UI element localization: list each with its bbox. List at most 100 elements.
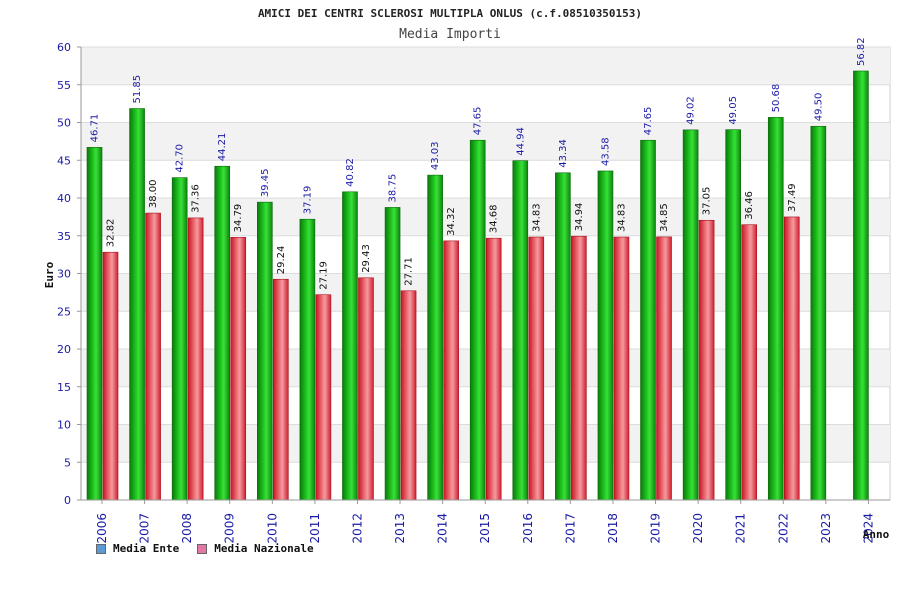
bar-nazionale-2009 [230,237,247,501]
legend-swatch-ente [96,543,106,554]
bar-ente-2009 [214,165,231,501]
legend: Media Ente Media Nazionale [96,542,314,555]
bar-ente-2010 [257,201,273,501]
chart-title: AMICI DEI CENTRI SCLEROSI MULTIPLA ONLUS… [258,7,642,20]
data-label: 37.19 [302,186,313,215]
bar-nazionale-2015 [485,237,502,501]
grid-band [81,47,890,85]
bar-ente-2012 [342,191,358,501]
x-tick-label: 2011 [308,513,322,544]
bar-ente-2011 [299,218,316,501]
bar-ente-2007 [129,108,145,501]
bar-ente-2019 [640,139,656,501]
data-label: 40.82 [345,158,356,187]
data-label: 29.43 [361,244,372,273]
bar-nazionale-2013 [400,290,417,501]
x-axis-label: Anno [863,528,890,541]
x-tick-label: 2014 [436,513,450,544]
data-label: 34.85 [659,203,670,232]
x-tick-label: 2006 [95,513,109,544]
bar-nazionale-2022 [783,216,800,501]
bar-nazionale-2011 [315,294,332,501]
legend-label-ente: Media Ente [113,542,180,555]
y-tick-label: 0 [64,494,71,507]
bar-ente-2022 [767,117,784,501]
x-tick-label: 2010 [265,513,279,544]
bar-ente-2006 [86,147,103,501]
data-label: 43.34 [558,139,569,168]
legend-swatch-nazionale [197,543,208,554]
x-tick-label: 2021 [734,513,748,544]
bar-nazionale-2006 [102,251,119,501]
x-tick-label: 2017 [563,513,577,544]
bar-ente-2016 [512,160,529,501]
bar-ente-2024 [853,70,869,501]
data-label: 44.94 [515,127,526,156]
x-tick-label: 2024 [861,513,875,544]
data-label: 47.65 [473,107,484,136]
data-label: 39.45 [260,169,271,198]
chart-subtitle: Media Importi [399,27,501,42]
bar-nazionale-2021 [741,224,757,501]
bar-ente-2013 [384,207,401,501]
legend-item-ente: Media Ente [96,542,179,555]
data-label: 43.58 [600,137,611,166]
data-label: 38.00 [148,179,159,208]
data-label: 36.46 [744,191,755,220]
x-tick-label: 2020 [691,513,705,544]
y-tick-label: 15 [57,381,71,394]
data-label: 37.49 [787,183,798,212]
legend-item-nazionale: Media Nazionale [197,542,314,555]
data-label: 37.36 [191,184,202,213]
x-tick-label: 2008 [180,513,194,544]
y-tick-label: 35 [57,230,71,243]
data-label: 34.83 [616,203,627,232]
bar-ente-2014 [427,174,443,501]
bar-ente-2017 [555,172,571,501]
y-axis-label: Euro [43,261,56,288]
bar-nazionale-2016 [528,236,545,501]
y-tick-label: 25 [57,305,71,318]
bar-nazionale-2019 [656,236,672,501]
y-tick-label: 10 [57,419,71,432]
bar-nazionale-2007 [145,212,161,501]
bar-ente-2008 [171,177,188,501]
data-label: 51.85 [132,75,143,104]
data-label: 34.83 [531,203,542,232]
y-axis: 0 5 10 15 20 25 30 35 40 45 50 55 60 [57,41,82,507]
y-tick-label: 60 [57,41,71,54]
data-label: 49.05 [728,96,739,125]
data-label: 34.79 [233,204,244,233]
data-label: 49.02 [686,96,697,125]
data-label: 42.70 [175,144,186,173]
x-tick-label: 2009 [223,513,237,544]
x-tick-label: 2012 [350,513,364,544]
data-label: 37.05 [702,187,713,216]
bar-nazionale-2012 [358,277,374,501]
bar-ente-2018 [597,170,614,501]
data-label: 47.65 [643,107,654,136]
x-tick-label: 2015 [478,513,492,544]
data-label: 34.32 [446,207,457,236]
bars: 46.71 51.85 42.70 44.21 39.45 37.19 40.82 38.75… [86,37,869,501]
bar-nazionale-2018 [613,236,630,501]
data-label: 32.82 [106,219,117,248]
x-tick-label: 2007 [138,513,152,544]
y-tick-label: 55 [57,79,71,92]
data-label: 34.94 [574,203,585,232]
legend-label-nazionale: Media Nazionale [214,542,314,555]
y-tick-label: 50 [57,117,71,130]
y-tick-label: 45 [57,154,71,167]
y-tick-label: 40 [57,192,71,205]
x-axis: 2006 2007 2008 2009 2010 2011 2012 2013 2014 2015… [81,499,890,544]
y-tick-label: 30 [57,268,71,281]
data-label: 27.19 [318,261,329,290]
data-label: 46.71 [90,114,101,143]
y-tick-label: 20 [57,343,71,356]
bar-nazionale-2017 [571,235,587,501]
bar-ente-2015 [469,139,486,501]
data-label: 50.68 [771,84,782,113]
x-tick-label: 2019 [649,513,663,544]
bar-nazionale-2014 [443,240,459,501]
